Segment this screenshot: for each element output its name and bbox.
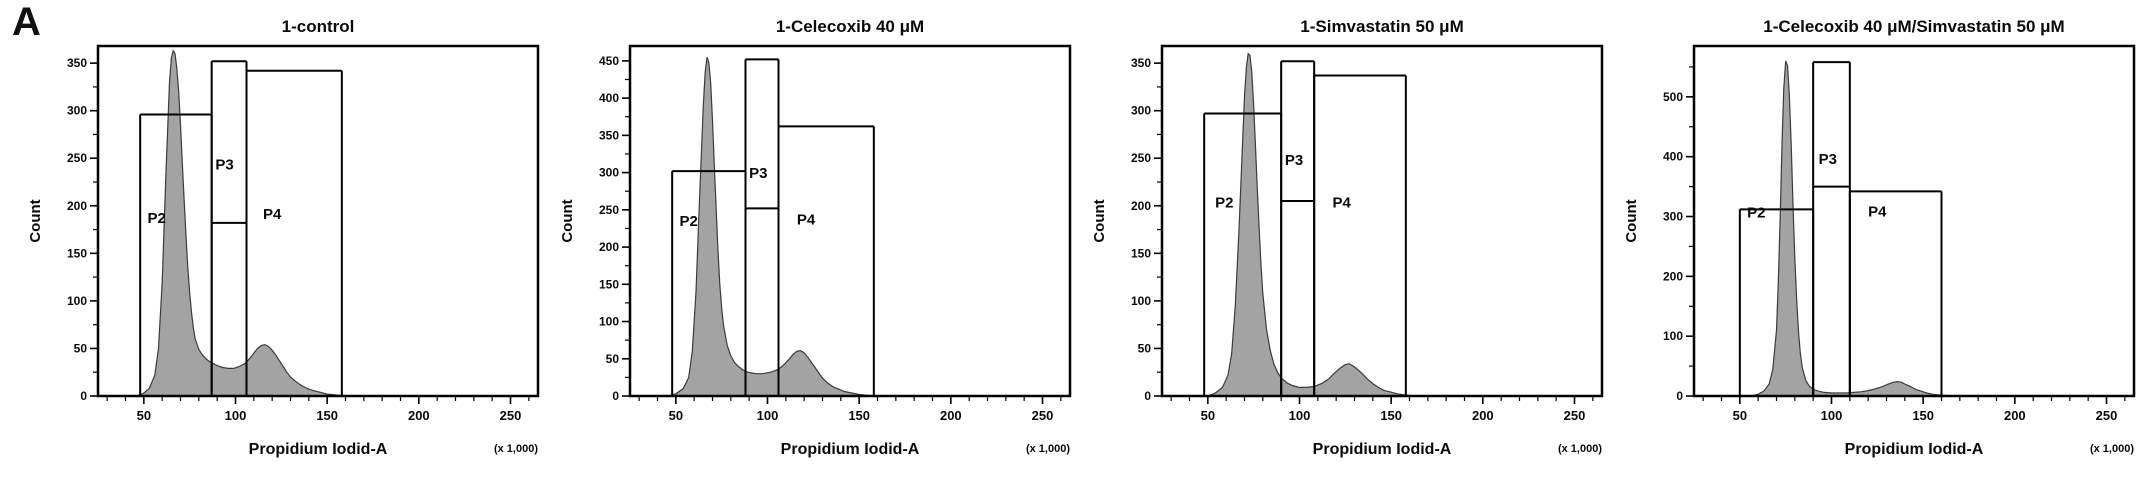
x-tick-label: 200 xyxy=(2004,408,2026,423)
y-tick-label: 350 xyxy=(1131,56,1151,70)
x-tick-label: 250 xyxy=(500,408,522,423)
histogram-area xyxy=(1207,52,1414,397)
x-tick-label: 150 xyxy=(316,408,338,423)
plot-border xyxy=(96,44,540,398)
y-tick-label: 400 xyxy=(1663,150,1683,164)
y-tick-label: 400 xyxy=(599,91,619,105)
chart-title: 1-Celecoxib 40 μM/Simvastatin 50 μM xyxy=(1763,17,2064,36)
y-tick-label: 0 xyxy=(1676,389,1683,403)
x-axis-label: Propidium Iodid-A xyxy=(1313,441,1452,458)
gate-label-p4: P4 xyxy=(1333,195,1352,212)
y-tick-label: 50 xyxy=(606,352,620,366)
y-axis-label: Count xyxy=(559,199,576,242)
x-tick-label: 100 xyxy=(225,408,247,423)
y-tick-label: 350 xyxy=(599,128,619,142)
gate-label-p3: P3 xyxy=(749,165,767,182)
histogram-area xyxy=(668,57,878,397)
y-tick-label: 200 xyxy=(1131,199,1151,213)
y-tick-label: 150 xyxy=(1131,246,1151,260)
gate-label-p2: P2 xyxy=(1747,205,1765,222)
gate-label-p4: P4 xyxy=(263,206,282,223)
y-tick-label: 50 xyxy=(74,341,88,355)
plot-border xyxy=(1692,44,2136,398)
y-tick-label: 300 xyxy=(67,104,87,118)
plot-border xyxy=(628,44,1072,398)
y-tick-label: 250 xyxy=(67,151,87,165)
y-tick-label: 300 xyxy=(1663,210,1683,224)
y-tick-label: 100 xyxy=(599,315,619,329)
y-tick-label: 200 xyxy=(67,199,87,213)
histogram-panel-control: P2 P3 P4 0 50 100 150 200 250 300 350 50 100 150 200 25… xyxy=(22,10,552,480)
x-tick-label: 100 xyxy=(1289,408,1311,423)
y-axis-label: Count xyxy=(1623,199,1640,242)
x-axis-scale-suffix: (x 1,000) xyxy=(494,443,538,455)
gate-label-p3: P3 xyxy=(1819,151,1837,168)
y-tick-label: 100 xyxy=(67,294,87,308)
y-tick-label: 100 xyxy=(1131,294,1151,308)
y-tick-label: 150 xyxy=(67,246,87,260)
gate-label-p4: P4 xyxy=(797,212,816,229)
x-axis-label: Propidium Iodid-A xyxy=(781,441,920,458)
x-tick-label: 200 xyxy=(940,408,962,423)
histogram-area xyxy=(1750,60,1953,397)
y-tick-label: 450 xyxy=(599,54,619,68)
y-axis-label: Count xyxy=(1091,199,1108,242)
y-tick-label: 250 xyxy=(1131,151,1151,165)
gate-label-p2: P2 xyxy=(1215,195,1233,212)
y-tick-label: 200 xyxy=(1663,269,1683,283)
x-tick-label: 200 xyxy=(1472,408,1494,423)
y-tick-label: 0 xyxy=(80,389,87,403)
gate-label-p4: P4 xyxy=(1868,204,1887,221)
x-tick-label: 50 xyxy=(669,408,683,423)
histogram-panel-combination: P2 P3 P4 0 100 200 300 400 500 50 100 150 200 250 Coun… xyxy=(1618,10,2148,480)
x-tick-label: 50 xyxy=(1201,408,1215,423)
x-axis-scale-suffix: (x 1,000) xyxy=(1558,443,1602,455)
figure-label: A xyxy=(12,0,41,44)
y-tick-label: 250 xyxy=(599,203,619,217)
x-tick-label: 100 xyxy=(1821,408,1843,423)
x-tick-label: 150 xyxy=(1912,408,1934,423)
x-tick-label: 150 xyxy=(1380,408,1402,423)
x-tick-label: 100 xyxy=(757,408,779,423)
y-tick-label: 150 xyxy=(599,277,619,291)
x-axis-scale-suffix: (x 1,000) xyxy=(2090,443,2134,455)
y-axis-label: Count xyxy=(27,199,44,242)
histogram-panel-celecoxib: P2 P3 P4 0 50 100 150 200 250 300 350 400 450 50 100 15… xyxy=(554,10,1084,480)
charts-row: P2 P3 P4 0 50 100 150 200 250 300 350 50 100 150 200 25… xyxy=(22,10,2148,480)
x-tick-label: 250 xyxy=(1032,408,1054,423)
y-tick-label: 200 xyxy=(599,240,619,254)
y-tick-label: 350 xyxy=(67,56,87,70)
x-axis-scale-suffix: (x 1,000) xyxy=(1026,443,1070,455)
x-tick-label: 200 xyxy=(408,408,430,423)
histogram-panel-simvastatin: P2 P3 P4 0 50 100 150 200 250 300 350 50 100 150 200 25… xyxy=(1086,10,1616,480)
y-tick-label: 50 xyxy=(1138,341,1152,355)
x-tick-label: 50 xyxy=(137,408,151,423)
chart-title: 1-control xyxy=(282,17,355,36)
y-tick-label: 0 xyxy=(612,389,619,403)
gate-label-p3: P3 xyxy=(215,157,233,174)
chart-title: 1-Celecoxib 40 μM xyxy=(776,17,924,36)
gate-label-p2: P2 xyxy=(148,210,166,227)
histogram-area xyxy=(136,49,346,397)
y-tick-label: 100 xyxy=(1663,329,1683,343)
x-tick-label: 250 xyxy=(1564,408,1586,423)
y-tick-label: 300 xyxy=(1131,104,1151,118)
chart-title: 1-Simvastatin 50 μM xyxy=(1300,17,1463,36)
y-tick-label: 0 xyxy=(1144,389,1151,403)
plot-border xyxy=(1160,44,1604,398)
x-axis-label: Propidium Iodid-A xyxy=(1845,441,1984,458)
gate-label-p2: P2 xyxy=(680,213,698,230)
x-tick-label: 50 xyxy=(1733,408,1747,423)
x-tick-label: 150 xyxy=(848,408,870,423)
x-tick-label: 250 xyxy=(2096,408,2118,423)
gate-label-p3: P3 xyxy=(1285,152,1303,169)
x-axis-label: Propidium Iodid-A xyxy=(249,441,388,458)
y-tick-label: 500 xyxy=(1663,90,1683,104)
y-tick-label: 300 xyxy=(599,166,619,180)
